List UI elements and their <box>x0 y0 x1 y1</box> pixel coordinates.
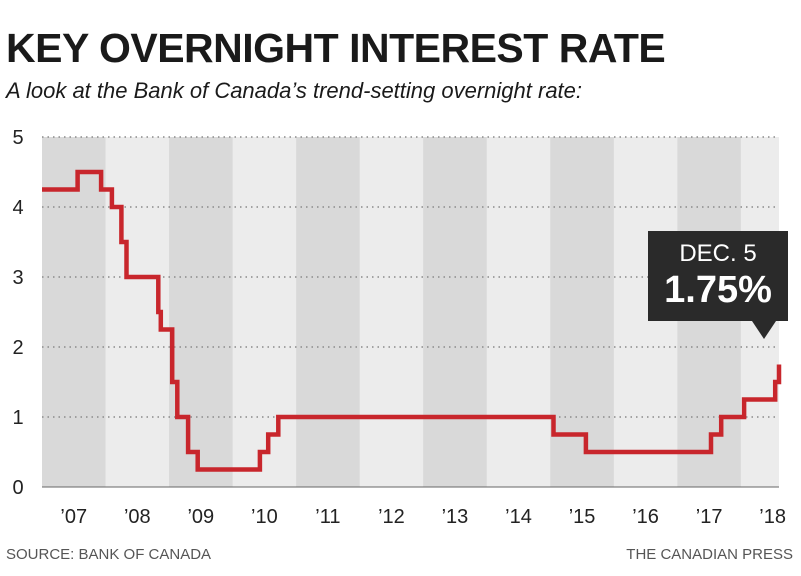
y-tick-label: 3 <box>12 267 23 289</box>
rate-series-line <box>42 169 782 472</box>
credit-note: THE CANADIAN PRESS <box>626 546 793 563</box>
x-tick-label: ’18 <box>759 506 786 528</box>
x-tick-label: ’11 <box>315 506 340 528</box>
x-tick-label: ’14 <box>505 506 532 528</box>
callout-pointer <box>752 321 776 339</box>
x-tick-label: ’07 <box>60 506 87 528</box>
year-band <box>423 137 487 487</box>
x-tick-label: ’16 <box>632 506 659 528</box>
year-band <box>296 137 360 487</box>
x-tick-label: ’15 <box>569 506 596 528</box>
y-tick-label: 1 <box>12 407 23 429</box>
chart-subtitle: A look at the Bank of Canada’s trend-set… <box>6 78 583 103</box>
year-band <box>550 137 614 487</box>
x-tick-label: ’08 <box>124 506 151 528</box>
chart-title: KEY OVERNIGHT INTEREST RATE <box>6 25 666 71</box>
y-tick-label: 5 <box>12 127 23 149</box>
x-axis: ’07 ’08 ’09 ’10 ’11 ’12 ’13 ’14 ’15 ’16 ’17 ’18 <box>42 486 786 528</box>
y-tick-label: 4 <box>12 197 23 219</box>
year-band <box>42 137 106 487</box>
y-tick-label: 2 <box>12 337 23 359</box>
series-layer <box>42 169 782 472</box>
x-tick-label: ’09 <box>187 506 214 528</box>
year-band <box>169 137 233 487</box>
x-tick-label: ’17 <box>696 506 723 528</box>
x-tick-label: ’13 <box>442 506 469 528</box>
callout-date: DEC. 5 <box>679 240 757 267</box>
source-note: SOURCE: BANK OF CANADA <box>6 546 212 563</box>
x-tick-label: ’12 <box>378 506 405 528</box>
y-axis: 0 1 2 3 4 5 <box>12 127 23 499</box>
callout-value: 1.75% <box>664 269 772 311</box>
current-rate-callout: DEC. 5 1.75% <box>648 231 788 321</box>
y-tick-label: 0 <box>12 477 23 499</box>
x-tick-label: ’10 <box>251 506 278 528</box>
